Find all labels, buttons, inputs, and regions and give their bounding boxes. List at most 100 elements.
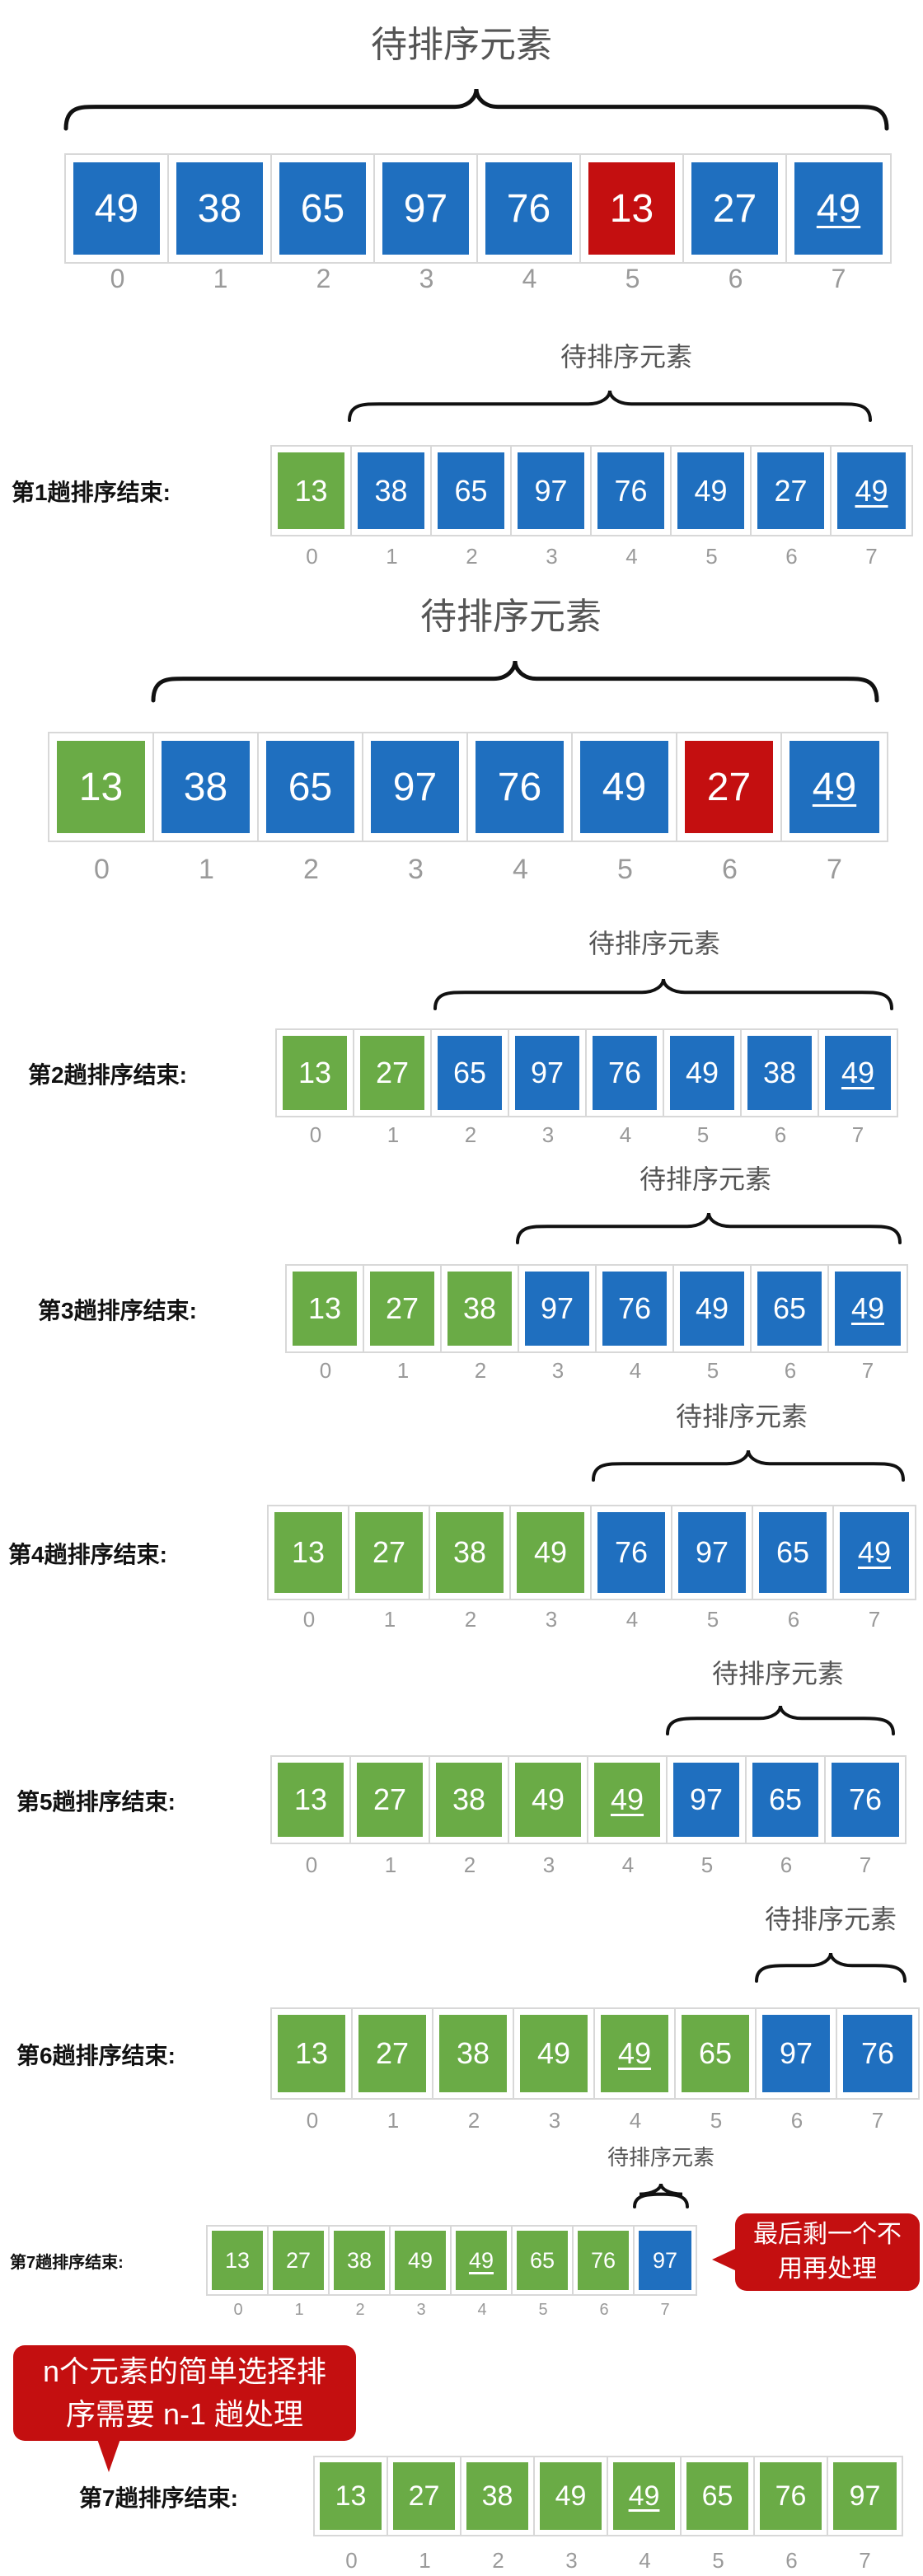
index-row: 0 1 2 3 4 5 6 7 <box>49 854 887 886</box>
element-value: 65 <box>438 1036 502 1110</box>
element-value-text: 97 <box>403 186 448 231</box>
array-cell: 49 <box>66 155 169 262</box>
element-value: 65 <box>686 2462 748 2530</box>
element-value-text: 49 <box>855 473 888 508</box>
element-value-text: 49 <box>841 1056 875 1089</box>
index-row: 0 1 2 3 4 5 6 7 <box>272 2108 918 2133</box>
array-cell: 38 <box>433 2009 514 2098</box>
array-cell: 49 <box>608 2457 682 2535</box>
element-value: 27 <box>360 1036 424 1110</box>
element-value: 65 <box>759 1512 827 1593</box>
index-label: 5 <box>617 854 633 885</box>
element-value-text: 27 <box>375 1056 410 1089</box>
element-value: 13 <box>320 2462 382 2530</box>
element-value-text: 65 <box>288 765 333 809</box>
index-label: 7 <box>859 2548 871 2573</box>
pass-label: 第2趟排序结束: <box>28 1061 187 1088</box>
index-label: 3 <box>419 264 434 293</box>
curly-brace <box>151 660 879 703</box>
index-label: 2 <box>316 264 331 293</box>
element-value: 76 <box>843 2015 912 2092</box>
index-row: 0 1 2 3 4 5 6 7 <box>208 2301 696 2320</box>
index-label: 5 <box>696 1122 710 1147</box>
array-cell: 97 <box>363 733 468 841</box>
unsorted-title: 待排序元素 <box>607 2145 715 2170</box>
index-label: 2 <box>466 544 478 569</box>
element-value-text: 65 <box>772 1291 807 1325</box>
element-value-text: 49 <box>816 186 861 231</box>
element-value: 49 <box>837 452 906 529</box>
index-label: 1 <box>213 264 228 293</box>
array-cell: 97 <box>509 1030 587 1116</box>
element-value: 65 <box>279 162 366 255</box>
element-value-text: 27 <box>372 1535 406 1569</box>
element-value-text: 97 <box>534 473 568 508</box>
index-label: 7 <box>859 1852 872 1877</box>
array-cell: 65 <box>432 447 512 535</box>
pass-label: 第1趟排序结束: <box>12 480 171 506</box>
element-value-text: 65 <box>775 1535 810 1569</box>
array-cell: 27 <box>351 1757 430 1843</box>
array-cell: 76 <box>468 733 573 841</box>
element-value: 13 <box>57 741 145 833</box>
element-value-text: 13 <box>294 2036 329 2070</box>
index-row: 0 1 2 3 4 5 6 7 <box>277 1122 897 1148</box>
array-cell: 49 <box>511 1506 592 1599</box>
curly-brace <box>666 1705 895 1735</box>
array-cell: 27 <box>354 1030 432 1116</box>
array-cell: 38 <box>154 733 259 841</box>
element-value-text: 97 <box>695 1535 729 1569</box>
element-value-text: 65 <box>768 1782 803 1816</box>
array-cell: 49 <box>787 155 890 262</box>
index-label: 5 <box>625 264 640 293</box>
array-cell: 65 <box>259 733 363 841</box>
element-value-text: 76 <box>497 765 542 809</box>
element-value-text: 49 <box>407 2247 433 2273</box>
element-value: 38 <box>439 2015 507 2092</box>
element-value-text: 38 <box>374 473 408 508</box>
element-value: 13 <box>274 1512 342 1593</box>
array-cell: 13 <box>272 2009 353 2098</box>
index-label: 3 <box>541 1122 555 1147</box>
element-value-text: 13 <box>294 473 328 508</box>
array-cell: 97 <box>512 447 592 535</box>
curly-brace <box>433 978 893 1010</box>
element-value: 49 <box>580 741 668 833</box>
element-value-text: 38 <box>452 1782 486 1816</box>
element-value: 27 <box>691 162 778 255</box>
element-value: 38 <box>162 741 250 833</box>
index-label: 3 <box>416 2301 426 2319</box>
index-row: 0 1 2 3 4 5 6 7 <box>269 1607 915 1632</box>
element-value-text: 38 <box>481 2480 513 2512</box>
array-cell: 76 <box>592 447 672 535</box>
index-label: 3 <box>546 544 558 569</box>
element-value-text: 49 <box>531 1782 565 1816</box>
index-label: 6 <box>787 1607 800 1632</box>
element-value-text: 13 <box>78 765 124 809</box>
note-bubble-summary-pointer <box>97 2439 120 2472</box>
index-label: 2 <box>463 1852 476 1877</box>
element-value: 65 <box>682 2015 749 2092</box>
index-label: 2 <box>464 1607 477 1632</box>
index-label: 0 <box>305 1852 318 1877</box>
curly-brace <box>633 2183 689 2208</box>
element-value-text: 76 <box>614 1535 649 1569</box>
element-value-text: 97 <box>392 765 438 809</box>
element-value: 49 <box>835 1272 901 1346</box>
unsorted-title: 待排序元素 <box>420 597 602 637</box>
array-cell: 13 <box>208 2227 269 2294</box>
element-value: 13 <box>278 2015 345 2092</box>
element-value: 76 <box>602 1272 667 1346</box>
element-value-text: 27 <box>774 473 808 508</box>
index-label: 0 <box>306 544 318 569</box>
element-value: 97 <box>525 1272 589 1346</box>
curly-brace <box>348 390 872 422</box>
index-row: 0 1 2 3 4 5 6 7 <box>315 2548 902 2574</box>
array-row: 13 38 65 97 76 49 27 49 <box>270 445 913 536</box>
element-value: 97 <box>833 2462 897 2530</box>
index-label: 3 <box>548 2108 561 2133</box>
element-value-text: 27 <box>408 2480 440 2512</box>
element-value-text: 65 <box>300 186 345 231</box>
array-cell: 49 <box>595 2009 676 2098</box>
unsorted-title: 待排序元素 <box>712 1659 845 1688</box>
